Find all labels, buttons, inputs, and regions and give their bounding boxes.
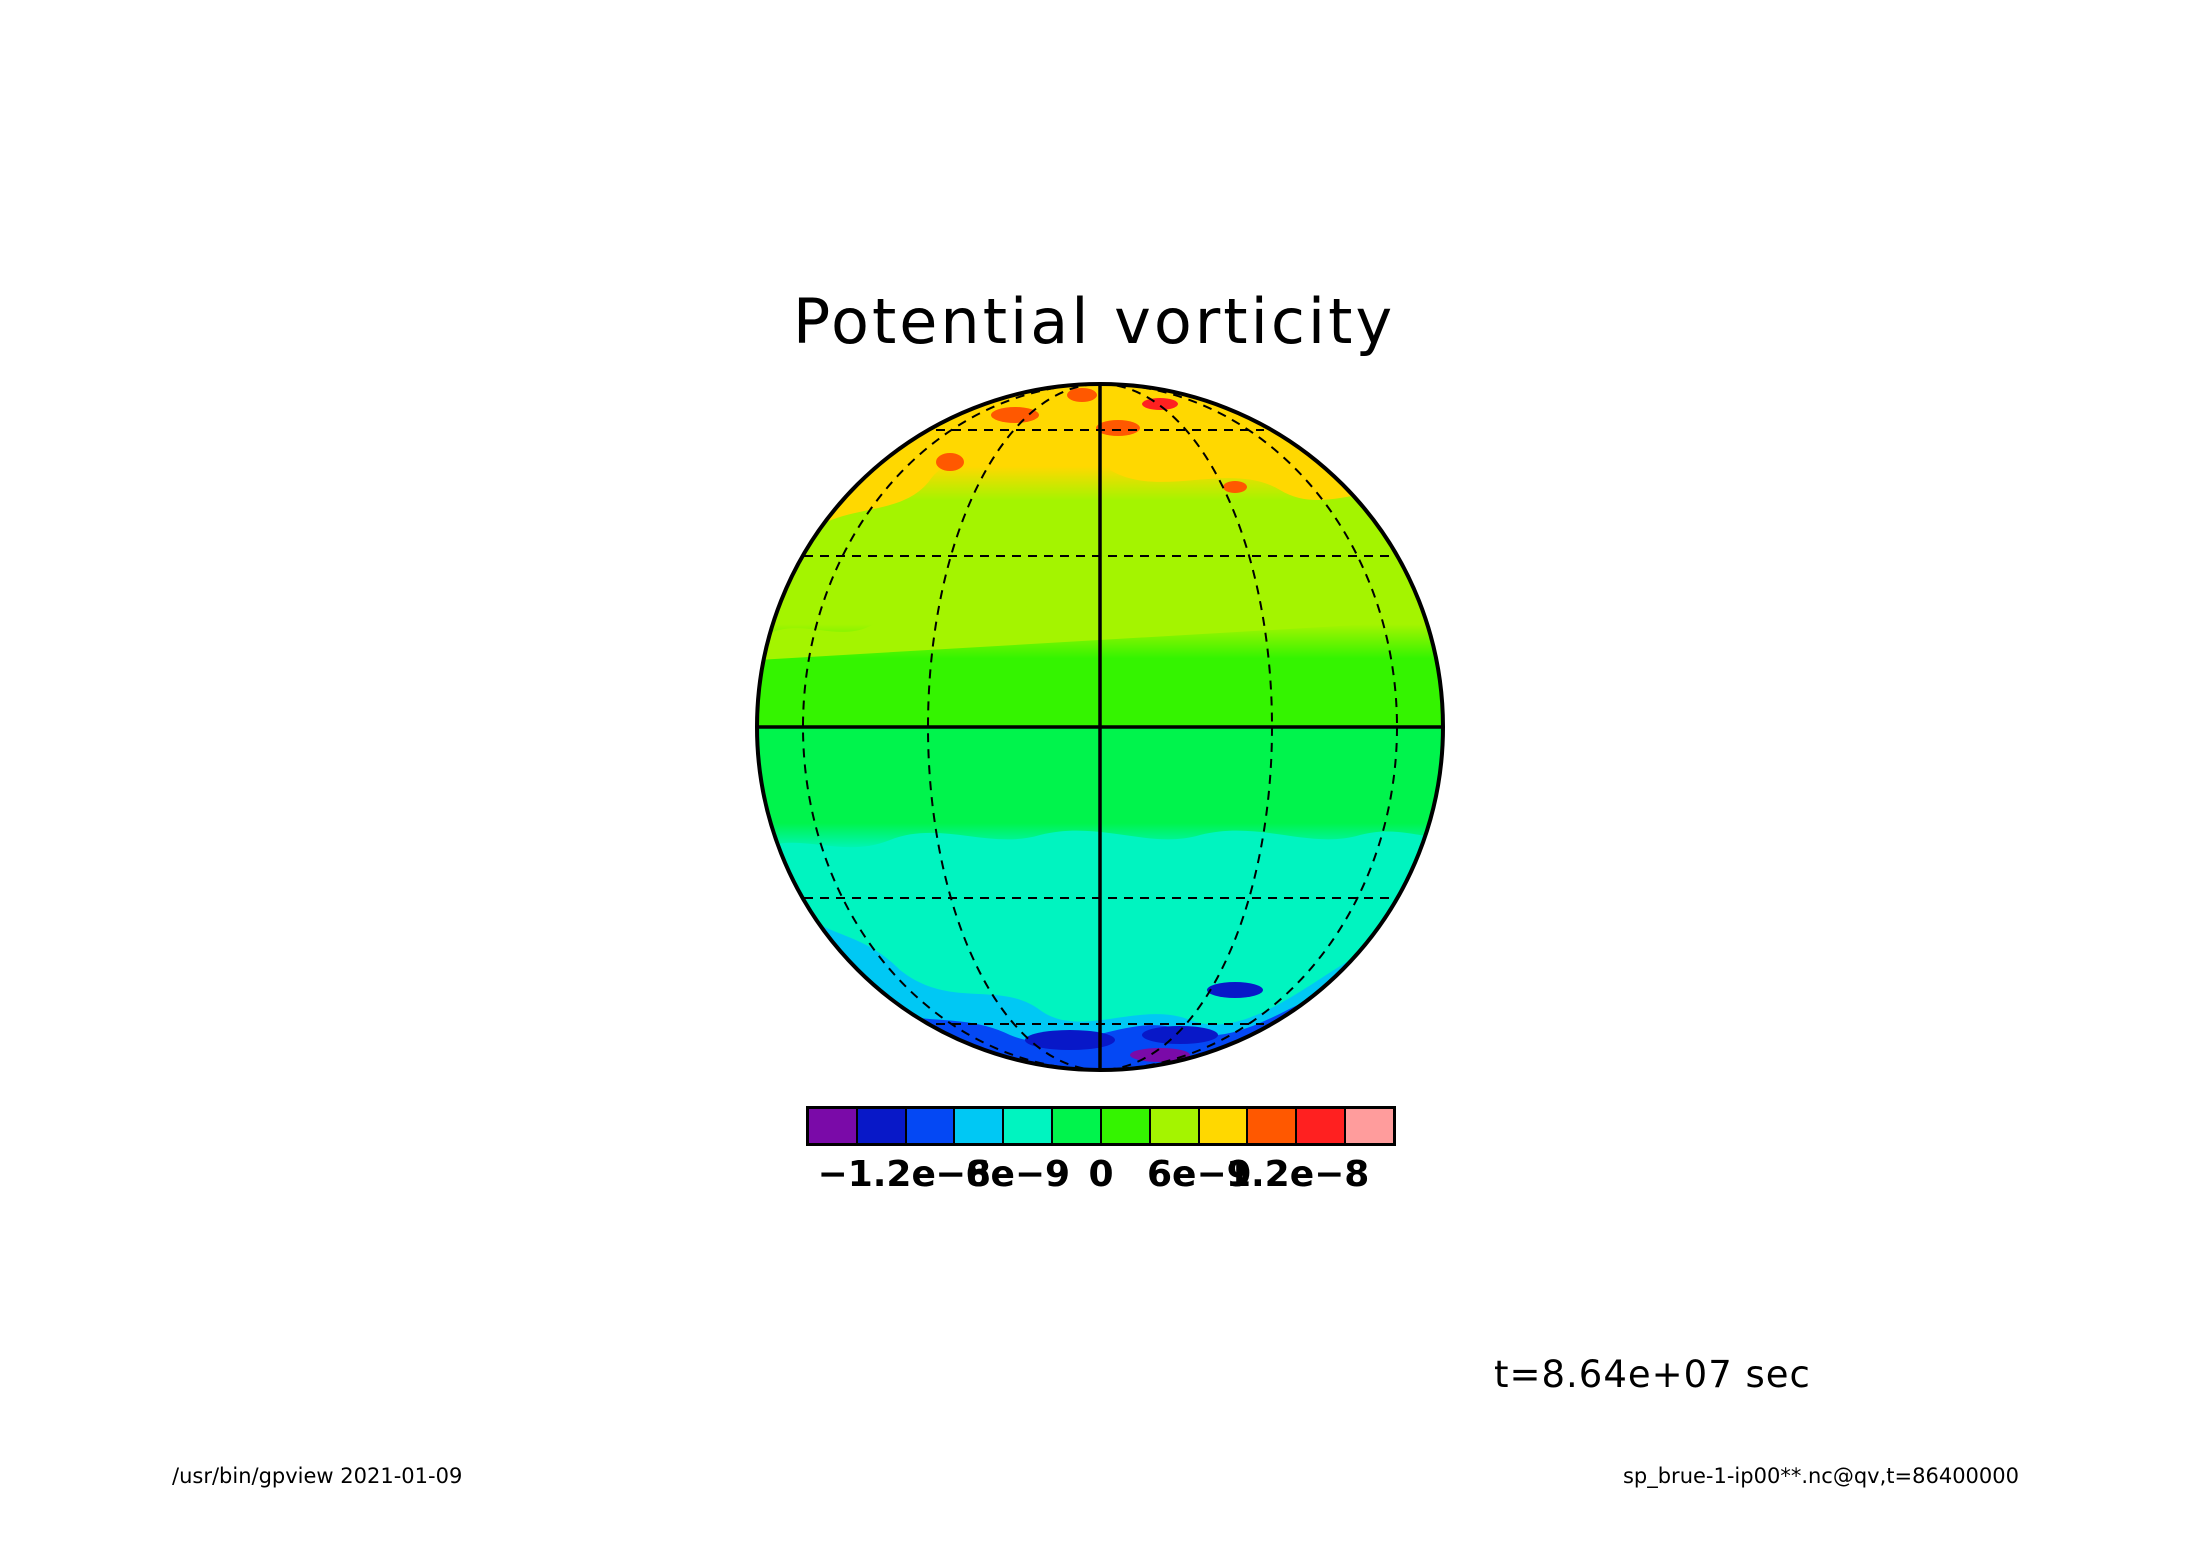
plot-title: Potential vorticity: [792, 285, 1396, 358]
colorbar-box: [857, 1109, 907, 1143]
equator-and-meridian: [757, 384, 1443, 1070]
colorbar-box: [1004, 1109, 1054, 1143]
footer-program-date: /usr/bin/gpview 2021-01-09: [172, 1464, 463, 1488]
colorbar-box: [1248, 1109, 1298, 1143]
colorbar-tick-label: 0: [1088, 1154, 1114, 1195]
colorbar-box: [1199, 1109, 1249, 1143]
colorbar-tick-label: 6e−9: [1146, 1154, 1252, 1195]
colorbar-box: [1346, 1109, 1393, 1143]
colorbar-box: [1101, 1109, 1151, 1143]
colorbar-box: [955, 1109, 1005, 1143]
globe-outline: [755, 382, 1445, 1072]
colorbar-box: [809, 1109, 858, 1143]
colorbar-box: [1053, 1109, 1102, 1143]
colorbar-box: [1150, 1109, 1200, 1143]
colorbar-box: [906, 1109, 956, 1143]
colorbar-tick-label: −1.2e−8: [817, 1154, 992, 1195]
time-label: t=8.64e+07 sec: [1494, 1353, 1811, 1396]
colorbar-tick-label: −6e−9: [935, 1154, 1071, 1195]
footer-file-info: sp_brue-1-ip00**.nc@qv,t=86400000: [1622, 1464, 2019, 1488]
colorbar-box: [1297, 1109, 1347, 1143]
colorbar: [806, 1106, 1396, 1146]
colorbar-tick-label: 1.2e−8: [1225, 1154, 1370, 1195]
